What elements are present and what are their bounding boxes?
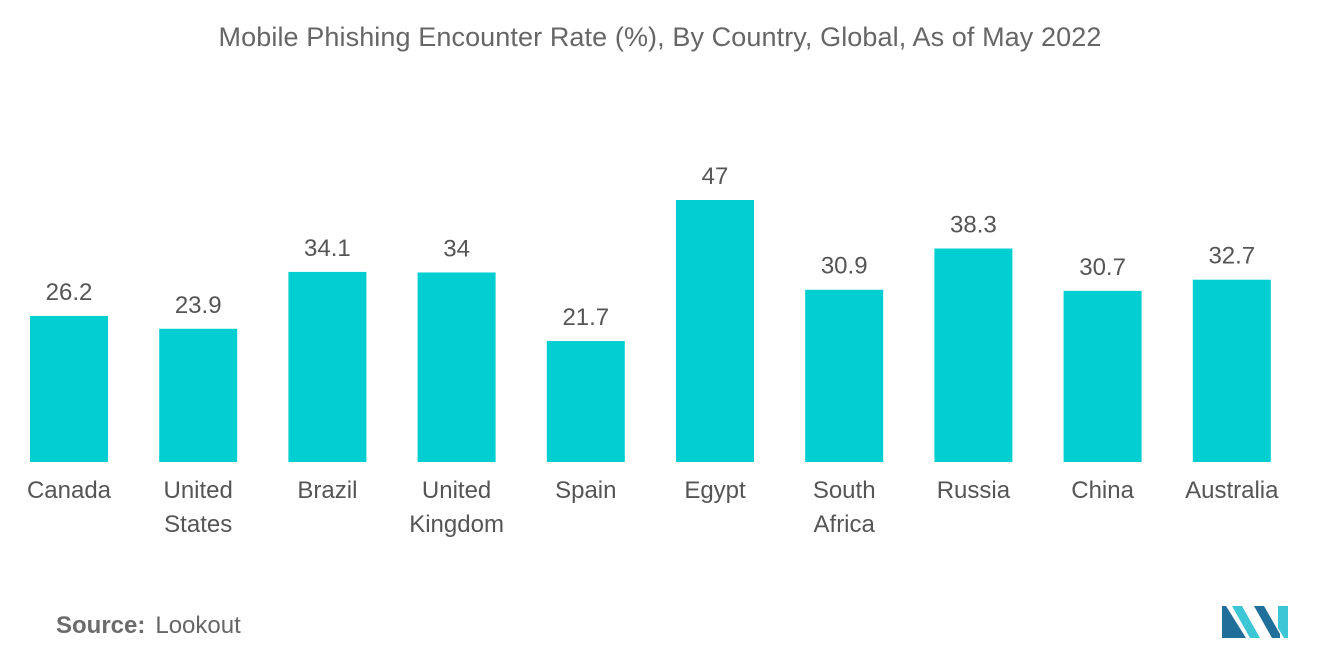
- bar-8: [1063, 290, 1142, 462]
- bar-2: [288, 271, 367, 462]
- source-label: Source:: [56, 612, 146, 639]
- data-label-3: 34: [443, 235, 470, 262]
- category-label-1: United States: [164, 477, 233, 538]
- category-label-6: South Africa: [813, 477, 876, 538]
- category-label-5: Egypt: [684, 477, 746, 504]
- bar-5: [676, 200, 754, 462]
- bar-0: [30, 315, 108, 462]
- data-label-5: 47: [702, 163, 729, 190]
- source-note: Source: Lookout: [56, 612, 241, 640]
- bar-chart: 26.2 Canada 23.9 United States 34.1 Brazil 34 Un…: [27, 163, 1279, 538]
- category-label-8: China: [1071, 477, 1134, 504]
- chart-title: Mobile Phishing Encounter Rate (%), By C…: [218, 22, 1102, 52]
- category-label-7: Russia: [937, 477, 1011, 504]
- category-label-3: United Kingdom: [409, 477, 504, 538]
- bar-7: [934, 248, 1013, 462]
- data-label-2: 34.1: [304, 235, 351, 262]
- bar-3: [417, 272, 496, 462]
- data-label-1: 23.9: [175, 292, 222, 319]
- bar-1: [159, 328, 238, 462]
- data-label-8: 30.7: [1079, 254, 1126, 281]
- data-label-7: 38.3: [950, 211, 997, 238]
- mordor-intelligence-logo-icon: [1222, 606, 1288, 638]
- category-label-2: Brazil: [297, 477, 357, 504]
- source-value: Lookout: [155, 612, 241, 639]
- data-label-6: 30.9: [821, 253, 868, 280]
- category-label-9: Australia: [1185, 477, 1279, 504]
- data-label-9: 32.7: [1208, 243, 1255, 270]
- bar-4: [546, 341, 625, 462]
- bar-9: [1192, 279, 1271, 462]
- category-label-4: Spain: [555, 477, 616, 504]
- category-label-0: Canada: [27, 477, 112, 504]
- data-label-0: 26.2: [46, 279, 93, 306]
- data-label-4: 21.7: [562, 304, 609, 331]
- bar-6: [805, 289, 884, 462]
